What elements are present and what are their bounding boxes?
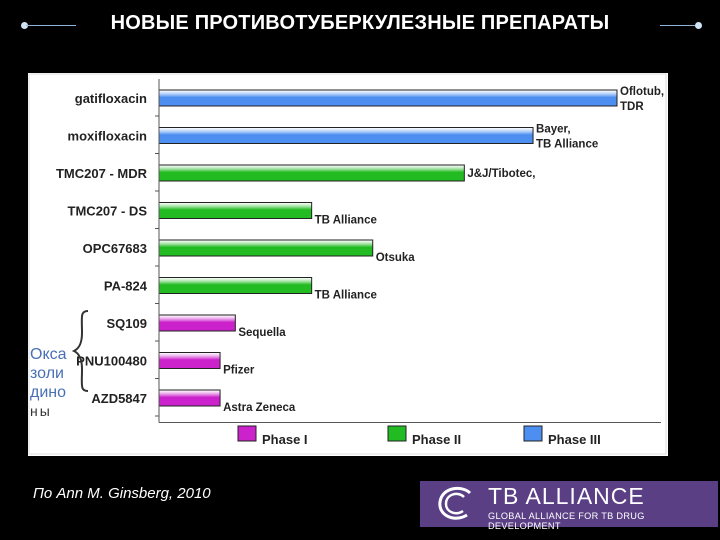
category-label-5: PA-824: [104, 279, 148, 294]
category-label-7: PNU100480: [76, 354, 147, 369]
bar-0: [158, 89, 618, 107]
slide-title: НОВЫЕ ПРОТИВОТУБЕРКУЛЕЗНЫЕ ПРЕПАРАТЫ: [110, 12, 610, 34]
category-label-0: gatifloxacin: [75, 91, 147, 106]
category-label-4: OPC67683: [83, 241, 147, 256]
sponsor-label-1-0: Bayer,: [536, 124, 571, 136]
oxazolidinones-part-1: Окса: [30, 346, 67, 363]
sponsor-label-1-1: TB Alliance: [536, 139, 598, 151]
bar-2: [158, 164, 465, 182]
category-label-6: SQ109: [107, 316, 147, 331]
title-left-dot: [21, 22, 28, 29]
oxazolidinones-part-3: дино: [30, 384, 67, 401]
category-label-1: moxifloxacin: [68, 129, 148, 144]
sponsor-label-8-0: Astra Zeneca: [223, 402, 296, 414]
category-label-8: AZD5847: [91, 391, 147, 406]
chart-svg: gatifloxacin Oflotub, TDR moxifloxacin Bayer…: [28, 73, 667, 455]
bar-8: [158, 389, 221, 407]
sponsor-label-7-0: Pfizer: [223, 365, 255, 377]
category-label-3: TMC207 - DS: [68, 204, 148, 219]
sponsor-label-0-0: Oflotub,: [620, 86, 664, 98]
sponsor-label-3-0: TB Alliance: [315, 215, 377, 227]
logo-sub-text: GLOBAL ALLIANCE FOR TB DRUG DEVELOPMENT: [488, 511, 645, 531]
title-left-line: [26, 25, 76, 26]
legend-label-0: Phase I: [262, 432, 308, 447]
tb-alliance-logo: TB ALLIANCE GLOBAL ALLIANCE FOR TB DRUG …: [420, 481, 718, 531]
bar-6: [158, 314, 236, 332]
legend-label-1: Phase II: [412, 432, 461, 447]
bar-3: [158, 202, 313, 219]
sponsor-label-0-1: TDR: [620, 101, 644, 113]
legend-swatch-0: [237, 425, 257, 442]
oxazolidinones-brace: [71, 310, 89, 392]
title-right-dot: [695, 22, 702, 29]
chart-border: [28, 73, 667, 455]
oxazolidinones-label: Окса золи дино ны: [30, 345, 100, 421]
title-right-line: [660, 25, 696, 26]
sponsor-label-6-0: Sequella: [238, 327, 286, 339]
bar-1: [158, 127, 534, 144]
sponsor-label-2-0: J&J/Tibotec,: [467, 168, 535, 180]
legend-label-2: Phase III: [548, 432, 601, 447]
oxazolidinones-part-4: ны: [30, 403, 52, 419]
oxazolidinones-part-2: золи: [30, 365, 64, 382]
swirl-logo-icon: [438, 486, 472, 520]
bar-4: [158, 239, 374, 257]
chart-panel: gatifloxacin Oflotub, TDR moxifloxacin Bayer…: [28, 73, 668, 456]
sponsor-label-4-0: Otsuka: [376, 252, 416, 264]
legend-swatch-1: [387, 425, 407, 442]
bar-7: [158, 352, 221, 369]
bar-5: [158, 277, 313, 294]
legend-swatch-2: [523, 425, 543, 442]
category-label-2: TMC207 - MDR: [56, 166, 148, 181]
citation: По Ann M. Ginsberg, 2010: [33, 485, 211, 502]
sponsor-label-5-0: TB Alliance: [315, 290, 377, 302]
logo-main-text: TB ALLIANCE: [488, 483, 645, 509]
